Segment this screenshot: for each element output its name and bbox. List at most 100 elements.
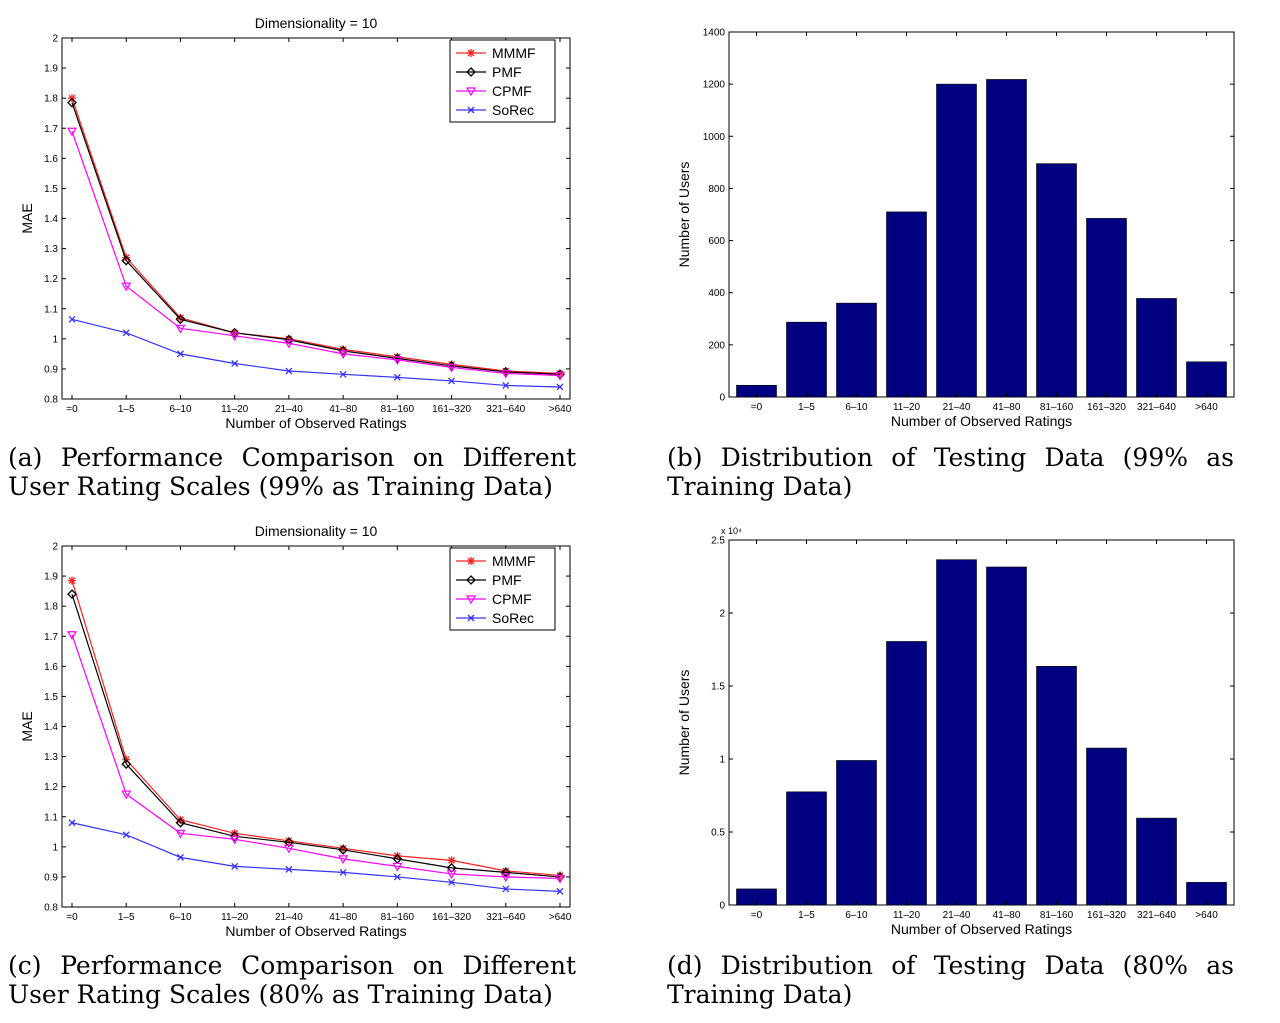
x-tick-label: >640 bbox=[549, 404, 572, 415]
y-tick-label: 600 bbox=[708, 236, 725, 247]
data-point-cpmf bbox=[392, 862, 403, 872]
data-point-cpmf bbox=[500, 369, 511, 379]
x-tick-label: 11–20 bbox=[893, 910, 921, 921]
legend-label-sorec: SoRec bbox=[492, 102, 534, 118]
data-point-cpmf bbox=[446, 870, 457, 880]
y-tick-label: 1.5 bbox=[44, 184, 58, 195]
data-point-sorec bbox=[122, 831, 130, 839]
x-tick-label: 6–10 bbox=[169, 404, 192, 415]
x-tick-label: 81–160 bbox=[1040, 402, 1074, 413]
data-point-pmf bbox=[229, 327, 240, 338]
data-point-pmf bbox=[283, 837, 294, 848]
caption-c-line1: (c) Performance Comparison on Different bbox=[8, 951, 576, 980]
series-line-sorec bbox=[71, 318, 561, 388]
x-tick-label: =0 bbox=[751, 910, 763, 921]
bar bbox=[1036, 665, 1077, 906]
data-point-cpmf bbox=[229, 835, 240, 845]
bar bbox=[1136, 817, 1177, 906]
series-line-cpmf bbox=[71, 634, 561, 880]
data-point-sorec bbox=[231, 360, 239, 367]
y-tick-label: 2.5 bbox=[711, 536, 725, 547]
y-axis-label: Number of Users bbox=[676, 670, 692, 776]
y-tick-label: 2 bbox=[52, 34, 58, 45]
x-axis-label: Number of Observed Ratings bbox=[225, 415, 406, 431]
data-point-sorec bbox=[231, 862, 239, 870]
x-tick-label: 6–10 bbox=[169, 912, 192, 923]
data-point-cpmf bbox=[66, 127, 78, 137]
caption-a-line1: (a) Performance Comparison on Different bbox=[8, 443, 576, 472]
y-tick-label: 1 bbox=[719, 755, 725, 766]
series-line-mmmf bbox=[71, 97, 561, 375]
y-tick-label: 0 bbox=[719, 901, 725, 912]
x-tick-label: 161–320 bbox=[1087, 402, 1126, 413]
x-axis-label: Number of Observed Ratings bbox=[891, 921, 1072, 937]
data-point-sorec bbox=[285, 367, 293, 375]
data-point-cpmf bbox=[283, 339, 294, 349]
user-distribution-bar-chart-80: 0 0.5 1 1.5 2 2.5x 10⁴ =0 1–5 6–10 11–20 21–40 41–8… bbox=[676, 526, 1235, 937]
data-point-sorec bbox=[68, 315, 76, 323]
x-tick-label: 41–80 bbox=[993, 910, 1021, 921]
data-point-cpmf bbox=[121, 282, 132, 292]
legend: MMMF PMF CPMF SoRec bbox=[449, 547, 556, 631]
x-tick-label: =0 bbox=[751, 402, 763, 413]
y-tick-label: 200 bbox=[708, 340, 725, 351]
x-tick-label: 41–80 bbox=[329, 404, 357, 415]
bar bbox=[936, 83, 977, 398]
bar bbox=[836, 302, 877, 398]
chart-title: Dimensionality = 10 bbox=[255, 523, 378, 539]
y-axis-label: Number of Users bbox=[676, 162, 692, 268]
legend-marker-pmf bbox=[466, 575, 476, 585]
y-axis-label: MAE bbox=[19, 203, 35, 233]
data-point-sorec bbox=[176, 853, 184, 861]
y-tick-label: 1.7 bbox=[44, 632, 58, 643]
x-tick-label: 41–80 bbox=[993, 402, 1021, 413]
y-tick-label: 1 bbox=[52, 842, 58, 853]
legend-marker-pmf bbox=[466, 67, 476, 77]
data-point-sorec bbox=[393, 873, 401, 881]
y-tick-label: 800 bbox=[708, 184, 725, 195]
legend-marker-sorec bbox=[467, 106, 475, 114]
caption-c-line2: User Rating Scales (80% as Training Data… bbox=[8, 980, 553, 1009]
y-axis-label: MAE bbox=[19, 711, 35, 741]
legend-box bbox=[449, 547, 556, 631]
data-point-sorec bbox=[502, 382, 510, 389]
legend-label-pmf: PMF bbox=[492, 572, 522, 588]
y-tick-label: 1.6 bbox=[44, 154, 58, 165]
x-tick-label: 321–640 bbox=[1137, 910, 1176, 921]
bar bbox=[986, 79, 1027, 398]
chart-title: Dimensionality = 10 bbox=[255, 15, 378, 31]
y-tick-label: 1000 bbox=[703, 132, 726, 143]
data-point-sorec bbox=[122, 329, 130, 337]
data-point-cpmf bbox=[66, 631, 78, 640]
legend-marker-cpmf bbox=[465, 87, 477, 97]
data-point-sorec bbox=[448, 377, 456, 385]
y-tick-label: 1.7 bbox=[44, 124, 58, 135]
x-tick-label: 21–40 bbox=[275, 404, 303, 415]
x-tick-label: >640 bbox=[1195, 402, 1218, 413]
y-tick-label: 1.3 bbox=[44, 244, 58, 255]
bar bbox=[786, 791, 827, 906]
x-tick-label: 21–40 bbox=[943, 910, 971, 921]
y-tick-label: 0 bbox=[719, 393, 725, 404]
x-tick-label: 1–5 bbox=[118, 912, 135, 923]
y-tick-label: 1.4 bbox=[44, 214, 58, 225]
y-tick-label: 1.2 bbox=[44, 782, 58, 793]
y-tick-label: 1.8 bbox=[44, 94, 58, 105]
data-point-pmf bbox=[338, 345, 349, 356]
x-tick-label: >640 bbox=[1195, 910, 1218, 921]
y-tick-label: 400 bbox=[708, 288, 725, 299]
x-tick-label: 11–20 bbox=[221, 912, 249, 923]
x-tick-label: 1–5 bbox=[798, 910, 815, 921]
data-point-cpmf bbox=[554, 371, 566, 381]
y-tick-label: 1200 bbox=[703, 80, 726, 91]
x-tick-label: 161–320 bbox=[432, 912, 471, 923]
caption-d: (d) Distribution of Testing Data (80% as… bbox=[667, 951, 1234, 1009]
x-tick-label: 321–640 bbox=[486, 912, 525, 923]
caption-b-line2: Training Data) bbox=[667, 472, 853, 501]
bar bbox=[1086, 218, 1127, 398]
data-point-pmf bbox=[121, 759, 132, 770]
y-tick-label: 1.1 bbox=[44, 304, 58, 315]
series-line-sorec bbox=[71, 822, 561, 892]
x-tick-label: 321–640 bbox=[1137, 402, 1176, 413]
data-point-mmmf bbox=[447, 856, 456, 865]
